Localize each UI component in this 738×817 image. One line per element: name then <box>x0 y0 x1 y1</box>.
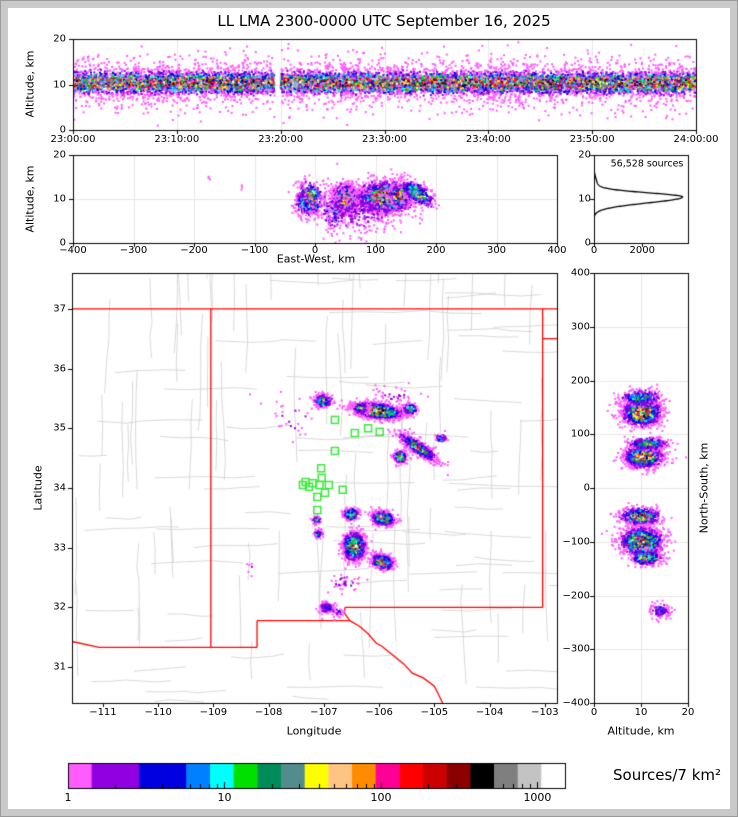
tick-label: 20 <box>53 149 66 161</box>
tick-label: −100 <box>562 536 590 548</box>
tick-label: −105 <box>420 707 449 718</box>
axis-label-altitude-ns-panel: Altitude, km <box>607 724 675 738</box>
tick-label: 24:00:00 <box>673 134 719 145</box>
tick-label: 20 <box>53 33 66 45</box>
tick-label: 31 <box>53 661 66 673</box>
tick-label: 10 <box>578 193 591 205</box>
tick-label: 0 <box>584 237 591 249</box>
tick-label: 0 <box>590 245 598 256</box>
axis-label-altitude-time-panel: Altitude, km <box>23 50 37 118</box>
tick-label: −103 <box>531 707 559 718</box>
tick-label: 2000 <box>629 245 655 256</box>
figure-title: LL LMA 2300-0000 UTC September 16, 2025 <box>217 12 551 30</box>
tick-label: −400 <box>59 245 87 256</box>
tick-label: 36 <box>53 363 66 375</box>
tick-label: 10 <box>53 79 66 90</box>
colorbar-tick-label: 1 <box>64 791 72 804</box>
tick-label: 37 <box>53 303 66 315</box>
tick-label: 200 <box>426 245 446 256</box>
colorbar-tick-label: 1000 <box>523 791 552 804</box>
tick-label: 10 <box>634 707 648 718</box>
colorbar-label: Sources/7 km² <box>612 766 722 784</box>
tick-label: 23:10:00 <box>154 134 200 145</box>
axis-label-altitude-ew-panel: Altitude, km <box>23 165 37 233</box>
axis-label-latitude: Latitude <box>31 465 45 511</box>
tick-label: 20 <box>578 149 591 161</box>
tick-label: −300 <box>119 245 148 256</box>
tick-label: 200 <box>570 375 590 386</box>
tick-label: 33 <box>53 542 66 554</box>
tick-label: 100 <box>365 245 386 256</box>
tick-label: 23:40:00 <box>465 134 511 145</box>
tick-label: 23:50:00 <box>569 134 615 145</box>
tick-label: −200 <box>562 590 590 601</box>
axis-label-longitude: Longitude <box>286 724 342 738</box>
tick-label: −104 <box>475 707 504 718</box>
colorbar-tick-label: 100 <box>370 791 392 804</box>
tick-label: 23:20:00 <box>258 134 304 145</box>
tick-label: −100 <box>240 245 269 256</box>
tick-label: 0 <box>590 707 598 718</box>
axis-label-north-south: North-South, km <box>697 442 711 534</box>
tick-label: 0 <box>59 124 66 136</box>
tick-label: 400 <box>547 245 567 256</box>
tick-label: −200 <box>180 245 208 256</box>
tick-label: 23:30:00 <box>362 134 407 145</box>
tick-label: 34 <box>53 482 66 494</box>
tick-label: −106 <box>365 707 393 718</box>
tick-label: −107 <box>310 707 338 718</box>
tick-label: 400 <box>570 267 590 279</box>
tick-label: 0 <box>583 482 590 494</box>
tick-label: −108 <box>254 707 283 718</box>
tick-label: −109 <box>199 707 228 718</box>
tick-label: 300 <box>486 245 507 256</box>
tick-label: 0 <box>311 245 319 256</box>
tick-label: 100 <box>570 428 590 440</box>
tick-label: 300 <box>570 321 590 333</box>
colorbar-tick-label: 10 <box>217 791 232 804</box>
tick-label: −111 <box>89 707 117 718</box>
tick-label: 20 <box>681 707 695 718</box>
tick-label: 0 <box>59 237 66 249</box>
tick-label: −110 <box>144 707 172 718</box>
tick-label: −400 <box>562 697 590 709</box>
tick-label: 32 <box>53 601 66 613</box>
tick-label: 35 <box>53 422 66 434</box>
sources-count-annotation: 56,528 sources <box>610 158 684 170</box>
tick-label: 23:00:00 <box>50 134 96 145</box>
tick-label: 10 <box>53 193 66 205</box>
axis-label-east-west: East-West, km <box>276 252 356 266</box>
tick-label: −300 <box>562 643 590 655</box>
